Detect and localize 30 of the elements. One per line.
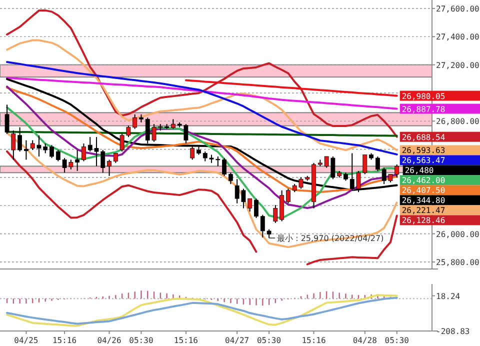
x-tick-label: 04/27 xyxy=(225,336,250,345)
text: 26,480 xyxy=(404,166,434,176)
x-tick-label: 05:30 xyxy=(129,336,154,345)
data-label: 26,221.47 xyxy=(402,206,446,216)
x-tick-label: 04/28 xyxy=(352,336,378,345)
y-tick-label: 27,600.00 xyxy=(436,4,480,14)
data-label: 26,462.00 xyxy=(402,176,446,186)
y-tick-label: 25,800.00 xyxy=(436,258,480,267)
data-label: 26,128.46 xyxy=(402,216,446,226)
y-tick-label: 27,200.00 xyxy=(436,60,480,70)
annotation: 最小 : 25,970 (2022/04/27) xyxy=(277,234,384,244)
y-tick-label: 26,000.00 xyxy=(436,230,480,239)
x-tick-label: 15:16 xyxy=(302,336,326,345)
data-label: 26,688.54 xyxy=(402,132,446,142)
data-label: 26,344.80 xyxy=(402,196,446,206)
x-tick-label: 04/26 xyxy=(97,336,122,345)
x-tick-label: 15:16 xyxy=(174,336,198,345)
x-tick-label: 04/25 xyxy=(14,336,38,345)
data-label: 26,407.50 xyxy=(402,186,446,196)
x-tick-label: 05:30 xyxy=(384,336,410,345)
y-tick-label: 26,800.00 xyxy=(436,117,480,126)
y-tick-label: 27,400.00 xyxy=(436,32,480,42)
data-label: 26,593.63 xyxy=(402,146,446,156)
y-tick-label: 18.24 xyxy=(436,292,460,301)
data-label: 26,563.47 xyxy=(402,156,446,166)
data-label: 26,887.78 xyxy=(402,104,446,114)
x-tick-label: 15:16 xyxy=(52,336,77,345)
data-label: 26,980.05 xyxy=(402,92,446,101)
x-tick-label: 05:30 xyxy=(256,336,282,345)
y-tick-label: -208.83 xyxy=(436,327,470,336)
